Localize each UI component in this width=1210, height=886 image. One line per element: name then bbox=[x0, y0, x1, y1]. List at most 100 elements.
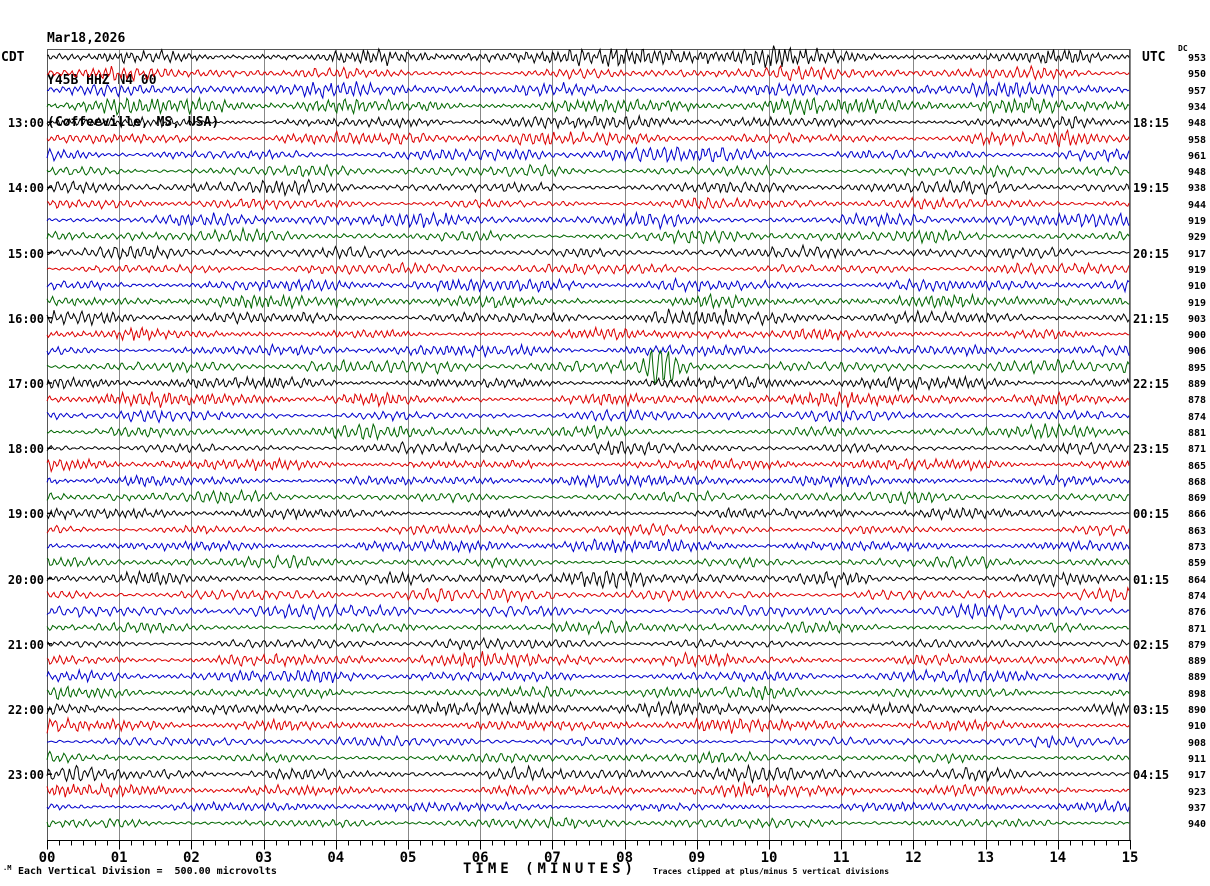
minute-label-03: 03 bbox=[255, 850, 273, 866]
minute-gridlines bbox=[47, 49, 1131, 841]
trace-row-43 bbox=[46, 750, 1130, 765]
trace-row-8 bbox=[46, 178, 1130, 198]
trace-row-36 bbox=[46, 636, 1130, 651]
minute-label-05: 05 bbox=[399, 850, 417, 866]
minute-label-11: 11 bbox=[832, 850, 850, 866]
trace-row-0 bbox=[47, 45, 1130, 68]
minute-label-13: 13 bbox=[977, 850, 995, 866]
trace-row-23 bbox=[46, 422, 1130, 442]
trace-row-33 bbox=[46, 586, 1130, 604]
time-axis-title: TIME (MINUTES) bbox=[462, 861, 637, 877]
dc-value-row-14: 910 bbox=[1187, 281, 1206, 293]
trace-row-47 bbox=[46, 816, 1130, 830]
trace-row-41 bbox=[46, 716, 1130, 734]
dc-value-row-44: 917 bbox=[1187, 770, 1206, 782]
dc-value-row-42: 908 bbox=[1187, 737, 1206, 749]
dc-value-row-47: 940 bbox=[1187, 819, 1206, 831]
dc-value-row-46: 937 bbox=[1187, 802, 1206, 814]
dc-value-row-27: 869 bbox=[1187, 493, 1206, 505]
dc-value-row-7: 948 bbox=[1187, 167, 1206, 179]
cdt-hour-label-17:00: 17:00 bbox=[7, 377, 44, 391]
dc-value-row-8: 938 bbox=[1187, 183, 1206, 195]
dc-value-row-30: 873 bbox=[1187, 542, 1206, 553]
dc-value-row-15: 919 bbox=[1187, 297, 1206, 309]
minute-label-06: 06 bbox=[471, 850, 489, 866]
trace-row-45 bbox=[46, 780, 1130, 799]
dc-value-row-32: 864 bbox=[1187, 574, 1206, 586]
dc-value-row-20: 889 bbox=[1187, 379, 1206, 390]
cdt-hour-label-20:00: 20:00 bbox=[7, 572, 44, 587]
dc-value-row-4: 948 bbox=[1187, 118, 1206, 130]
minute-label-00: 00 bbox=[38, 850, 56, 866]
trace-row-25 bbox=[46, 456, 1130, 474]
utc-hour-label-04:15: 04:15 bbox=[1133, 768, 1170, 783]
plot-frame bbox=[47, 49, 1130, 841]
dc-value-row-28: 866 bbox=[1187, 509, 1206, 521]
trace-row-5 bbox=[46, 128, 1130, 148]
utc-hour-label-03:15: 03:15 bbox=[1133, 703, 1170, 717]
dc-value-row-13: 919 bbox=[1187, 264, 1206, 276]
dc-value-row-45: 923 bbox=[1187, 786, 1206, 798]
watermark: .M bbox=[3, 864, 12, 872]
trace-row-2 bbox=[46, 80, 1130, 100]
dc-value-row-19: 895 bbox=[1187, 362, 1206, 374]
cdt-hour-label-22:00: 22:00 bbox=[7, 703, 44, 717]
trace-row-1 bbox=[46, 64, 1130, 83]
trace-row-7 bbox=[46, 163, 1130, 178]
minute-label-02: 02 bbox=[182, 850, 200, 866]
dc-value-row-12: 917 bbox=[1187, 248, 1206, 260]
trace-row-30 bbox=[46, 538, 1130, 554]
dc-value-row-40: 890 bbox=[1187, 705, 1206, 716]
cdt-hour-label-13:00: 13:00 bbox=[7, 116, 44, 131]
trace-row-32 bbox=[46, 569, 1130, 590]
dc-value-row-21: 878 bbox=[1187, 395, 1206, 407]
trace-row-26 bbox=[46, 473, 1130, 489]
trace-row-31 bbox=[46, 554, 1130, 570]
trace-row-40 bbox=[46, 699, 1130, 719]
dc-value-row-3: 934 bbox=[1187, 101, 1206, 113]
trace-row-13 bbox=[46, 261, 1130, 276]
utc-hour-label-02:15: 02:15 bbox=[1133, 637, 1170, 652]
trace-row-27 bbox=[46, 488, 1130, 505]
dc-value-row-24: 871 bbox=[1187, 444, 1206, 456]
dc-value-row-17: 900 bbox=[1187, 330, 1206, 342]
dc-value-row-10: 919 bbox=[1187, 216, 1206, 227]
utc-hour-label-01:15: 01:15 bbox=[1133, 572, 1170, 587]
trace-row-24 bbox=[46, 440, 1130, 457]
trace-row-37 bbox=[46, 651, 1130, 669]
trace-row-38 bbox=[46, 667, 1130, 684]
dc-value-row-43: 911 bbox=[1187, 753, 1206, 765]
cdt-hour-label-23:00: 23:00 bbox=[7, 768, 44, 783]
dc-value-row-36: 879 bbox=[1187, 639, 1206, 651]
utc-hour-label-00:15: 00:15 bbox=[1133, 507, 1170, 522]
trace-row-29 bbox=[46, 522, 1130, 537]
dc-value-row-5: 958 bbox=[1187, 134, 1206, 146]
trace-row-39 bbox=[46, 685, 1130, 701]
dc-value-row-34: 876 bbox=[1187, 607, 1206, 619]
seismogram-plot bbox=[46, 45, 1131, 841]
trace-row-35 bbox=[46, 619, 1130, 636]
dc-value-row-26: 868 bbox=[1187, 476, 1206, 488]
dc-value-row-9: 944 bbox=[1187, 199, 1206, 211]
trace-row-14 bbox=[46, 276, 1130, 294]
dc-value-row-41: 910 bbox=[1187, 721, 1206, 733]
trace-row-19 bbox=[46, 348, 1130, 384]
trace-row-46 bbox=[46, 798, 1130, 813]
dc-value-row-29: 863 bbox=[1187, 525, 1206, 537]
cdt-hour-label-21:00: 21:00 bbox=[7, 637, 44, 652]
utc-hour-label-21:15: 21:15 bbox=[1133, 311, 1170, 326]
trace-row-15 bbox=[46, 292, 1130, 310]
trace-row-9 bbox=[46, 196, 1130, 211]
trace-row-42 bbox=[47, 734, 1130, 749]
trace-row-20 bbox=[46, 374, 1130, 393]
trace-row-17 bbox=[46, 325, 1130, 342]
dc-value-row-35: 871 bbox=[1187, 623, 1206, 635]
dc-value-row-16: 903 bbox=[1187, 313, 1206, 325]
utc-hour-label-18:15: 18:15 bbox=[1133, 116, 1170, 131]
dc-value-row-18: 906 bbox=[1187, 346, 1206, 358]
dc-value-row-31: 859 bbox=[1187, 558, 1206, 570]
trace-row-6 bbox=[46, 146, 1130, 164]
minute-label-12: 12 bbox=[904, 850, 922, 866]
left-timezone-label: CDT bbox=[1, 50, 25, 65]
